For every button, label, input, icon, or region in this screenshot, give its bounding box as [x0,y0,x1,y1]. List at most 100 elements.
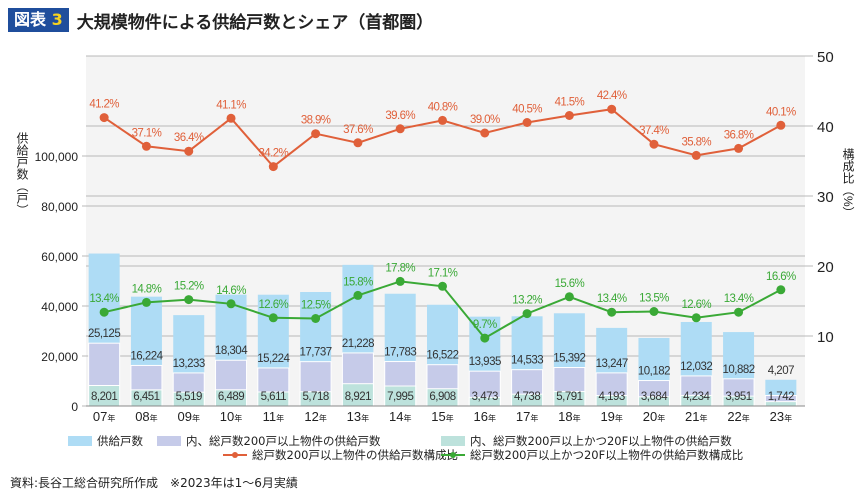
y-axis-title: 供給戸数（戸） [15,132,29,216]
point-label-ratio200: 36.8% [724,129,754,141]
bar-label-over200-20f: 5,519 [176,391,202,403]
source-note: 資料:長谷工総合研究所作成 ※2023年は1～6月実績 [10,476,298,490]
point-ratio200 [776,120,786,130]
point-label-ratio200: 37.4% [639,125,669,137]
point-label-ratio20f: 13.2% [512,295,542,307]
point-ratio200 [311,129,321,139]
point-ratio20f [99,307,109,317]
bar-label-over200: 13,233 [173,358,205,370]
x-tick-label: 12年 [304,409,326,424]
bar-label-over200-20f: 8,201 [91,391,117,403]
point-ratio20f [776,285,786,295]
bar-label-over200: 13,935 [469,356,501,368]
badge-number: 3 [51,10,63,29]
point-label-ratio200: 42.4% [597,90,627,102]
legend-line-ratio200 [223,450,247,460]
point-label-ratio200: 39.6% [385,110,415,122]
x-tick-label: 19年 [600,409,622,424]
point-label-ratio200: 40.1% [766,106,796,118]
y2-tick-label: 20 [817,259,834,276]
bar-label-over200: 17,737 [300,347,332,359]
bar-label-over200: 17,783 [384,347,416,359]
legend: 供給戸数 内、総戸数200戸以上物件の供給戸数 総戸数200戸以上物件の供給戸数… [68,434,458,462]
point-label-ratio20f: 14.6% [216,285,246,297]
point-ratio200 [564,111,574,120]
point-ratio20f [607,307,617,317]
legend-label-over200: 内、総戸数200戸以上物件の供給戸数 [186,434,381,448]
x-tick-label: 14年 [389,409,411,424]
bar-label-over200: 12,032 [680,361,712,373]
point-ratio200 [353,138,363,148]
y2-axis-title: 構成比（%） [841,148,855,219]
point-label-ratio200: 37.6% [343,124,373,136]
point-ratio20f [480,333,490,343]
legend-right: 内、総戸数200戸以上かつ20F以上物件の供給戸数 総戸数200戸以上かつ20F… [441,434,743,462]
point-label-ratio20f: 16.6% [766,271,796,283]
point-label-ratio200: 37.1% [132,127,162,139]
bar-label-over200: 16,224 [130,350,163,362]
point-ratio200 [691,150,701,160]
point-ratio200 [184,146,194,156]
point-label-ratio20f: 12.5% [301,300,331,312]
y2-tick-label: 30 [817,189,834,206]
bar-label-over200-20f: 7,995 [387,391,413,403]
point-ratio20f [141,297,151,307]
point-label-ratio200: 41.1% [216,99,246,111]
bar-label-over200: 10,882 [722,364,754,376]
legend-swatch-over200-20f [441,436,465,446]
point-ratio200 [268,162,278,172]
bar-label-over200-20f: 8,921 [345,391,371,403]
bar-label-over200: 10,182 [638,366,670,378]
x-tick-label: 11年 [263,409,285,424]
point-ratio200 [395,124,405,134]
y-tick-label: 40,000 [41,300,78,314]
point-label-ratio200: 40.8% [428,101,458,113]
legend-label-ratio20f: 総戸数200戸以上かつ20F以上物件の供給戸数構成比 [470,448,744,462]
x-tick-label: 22年 [727,409,749,424]
point-label-ratio200: 41.2% [89,99,119,111]
point-label-ratio20f: 12.6% [259,299,289,311]
bar-label-over200: 25,125 [88,328,120,340]
point-label-ratio20f: 13.4% [89,293,119,305]
x-tick-label: 16年 [474,409,496,424]
point-ratio20f [522,309,532,319]
y2-tick-label: 50 [817,49,834,66]
point-label-ratio200: 34.2% [259,148,289,160]
bar-label-over200: 15,224 [257,353,290,365]
bar-label-over200-20f: 3,684 [641,391,668,403]
x-tick-label: 08年 [135,409,157,424]
point-ratio200 [99,113,109,123]
bar-label-over200: 14,533 [511,355,543,367]
y-tick-label: 20,000 [41,350,78,364]
point-ratio20f [268,313,278,323]
y-tick-label: 0 [71,400,78,414]
x-tick-label: 15年 [431,409,453,424]
legend-line-ratio20f [441,450,465,460]
x-tick-label: 21年 [685,409,707,424]
point-ratio200 [734,143,744,153]
point-label-ratio200: 39.0% [470,114,500,126]
x-tick-label: 10年 [220,409,242,424]
x-tick-label: 17年 [516,409,538,424]
legend-label-ratio200: 総戸数200戸以上物件の供給戸数構成比 [252,448,458,462]
bar-label-over200-20f: 3,473 [472,391,498,403]
point-label-ratio20f: 13.4% [724,293,754,305]
legend-label-over200-20f: 内、総戸数200戸以上かつ20F以上物件の供給戸数 [470,434,732,448]
chart-title: 大規模物件による供給戸数とシェア（首都圏） [76,12,434,33]
point-label-ratio200: 36.4% [174,132,204,144]
bar-label-over200-20f: 6,908 [429,391,455,403]
point-ratio20f [649,307,659,316]
point-ratio20f [734,307,744,317]
bar-label-over200: 15,392 [553,353,585,365]
legend-swatch-over200 [157,436,181,446]
x-tick-label: 07年 [93,409,115,424]
point-label-ratio200: 40.5% [512,104,542,116]
point-ratio20f [564,292,574,302]
bar-label-over200-20f: 4,193 [599,391,625,403]
point-ratio200 [522,118,532,127]
y-tick-label: 100,000 [35,150,79,164]
point-label-ratio20f: 14.8% [132,283,162,295]
chart-plot: 25,125 8,201 16,224 6,451 13,233 5,519 18,304 6… [15,49,855,424]
x-tick-label: 09年 [178,409,200,424]
point-ratio20f [353,290,363,300]
